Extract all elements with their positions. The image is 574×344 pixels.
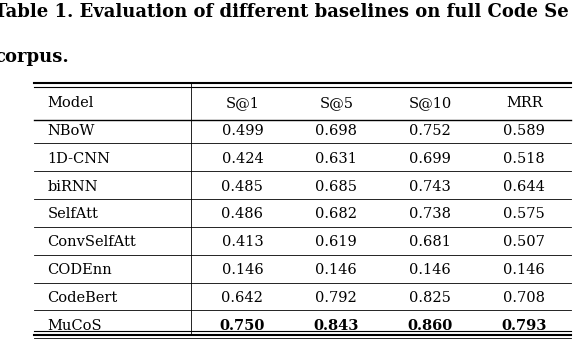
Text: 1D-CNN: 1D-CNN [47, 152, 110, 166]
Text: 0.682: 0.682 [315, 207, 358, 222]
Text: 0.708: 0.708 [503, 291, 545, 305]
Text: 0.681: 0.681 [409, 235, 451, 249]
Text: 0.146: 0.146 [503, 263, 545, 277]
Text: S@1: S@1 [226, 96, 259, 110]
Text: 0.575: 0.575 [503, 207, 545, 222]
Text: 0.499: 0.499 [222, 124, 263, 138]
Text: 0.792: 0.792 [316, 291, 357, 305]
Text: 0.146: 0.146 [222, 263, 263, 277]
Text: 0.619: 0.619 [316, 235, 357, 249]
Text: Table 1. Evaluation of different baselines on full Code Se: Table 1. Evaluation of different baselin… [0, 3, 569, 21]
Text: 0.424: 0.424 [222, 152, 263, 166]
Text: 0.413: 0.413 [222, 235, 263, 249]
Text: corpus.: corpus. [0, 48, 69, 66]
Text: biRNN: biRNN [47, 180, 98, 194]
Text: 0.752: 0.752 [409, 124, 451, 138]
Text: Model: Model [47, 96, 94, 110]
Text: S@5: S@5 [319, 96, 354, 110]
Text: 0.860: 0.860 [408, 319, 453, 333]
Text: 0.589: 0.589 [503, 124, 545, 138]
Text: 0.793: 0.793 [502, 319, 547, 333]
Text: 0.146: 0.146 [409, 263, 451, 277]
Text: CODEnn: CODEnn [47, 263, 112, 277]
Text: MuCoS: MuCoS [47, 319, 102, 333]
Text: NBoW: NBoW [47, 124, 95, 138]
Text: 0.486: 0.486 [222, 207, 263, 222]
Text: CodeBert: CodeBert [47, 291, 118, 305]
Text: SelfAtt: SelfAtt [47, 207, 98, 222]
Text: 0.644: 0.644 [503, 180, 545, 194]
Text: 0.631: 0.631 [315, 152, 357, 166]
Text: 0.698: 0.698 [315, 124, 358, 138]
Text: 0.843: 0.843 [313, 319, 359, 333]
Text: 0.750: 0.750 [220, 319, 265, 333]
Text: 0.685: 0.685 [315, 180, 358, 194]
Text: 0.743: 0.743 [409, 180, 451, 194]
Text: 0.825: 0.825 [409, 291, 451, 305]
Text: 0.507: 0.507 [503, 235, 545, 249]
Text: S@10: S@10 [409, 96, 452, 110]
Text: MRR: MRR [506, 96, 542, 110]
Text: 0.146: 0.146 [316, 263, 357, 277]
Text: 0.485: 0.485 [222, 180, 263, 194]
Text: 0.738: 0.738 [409, 207, 451, 222]
Text: 0.699: 0.699 [409, 152, 451, 166]
Text: ConvSelfAtt: ConvSelfAtt [47, 235, 136, 249]
Text: 0.642: 0.642 [222, 291, 263, 305]
Text: 0.518: 0.518 [503, 152, 545, 166]
